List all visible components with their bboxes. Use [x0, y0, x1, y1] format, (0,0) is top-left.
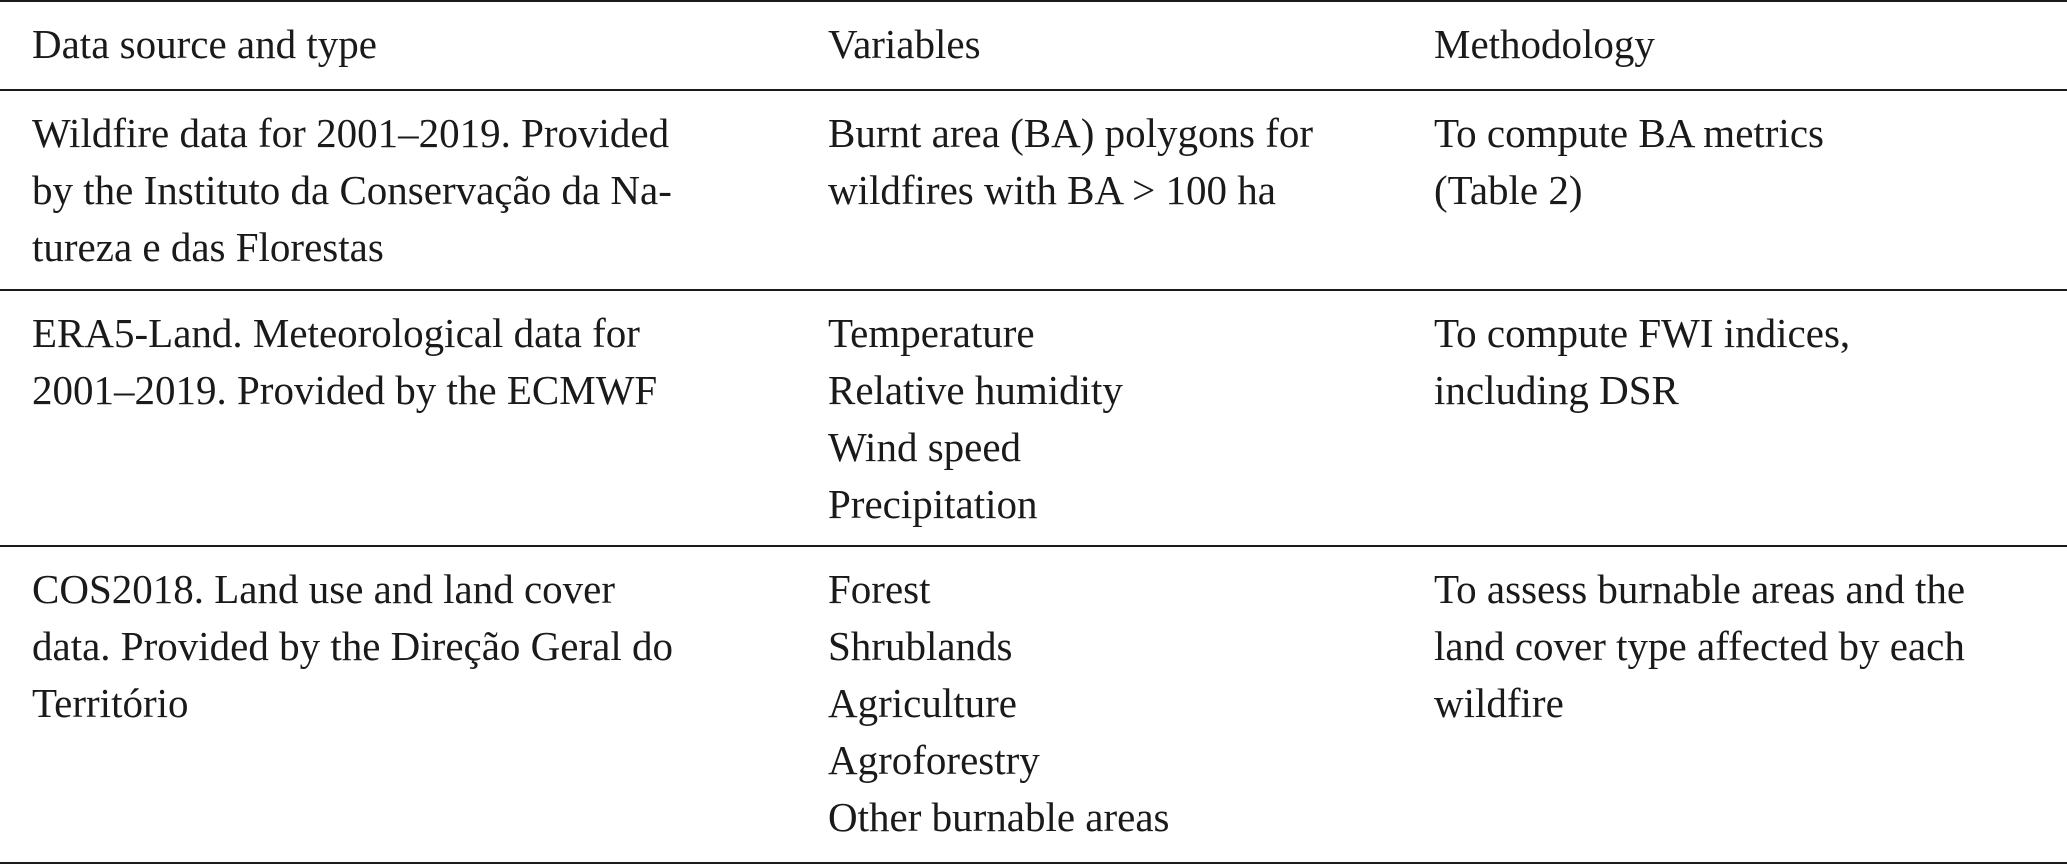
cell-methodology: To assess burnable areas and the land co…: [1402, 546, 2067, 863]
cell-line: Relative humidity: [828, 367, 1123, 413]
cell-line: Precipitation: [828, 481, 1038, 527]
cell-line: wildfires with BA > 100 ha: [828, 167, 1276, 213]
cell-line: To assess burnable areas and the: [1434, 566, 1966, 612]
table-body: Wildfire data for 2001–2019. Provided by…: [0, 90, 2067, 863]
cell-line: Wind speed: [828, 424, 1022, 470]
cell-methodology: To compute FWI indices, including DSR: [1402, 290, 2067, 546]
cell-line: Wildfire data for 2001–2019. Provided: [32, 110, 670, 156]
cell-methodology: To compute BA metrics (Table 2): [1402, 90, 2067, 290]
cell-line: Shrublands: [828, 623, 1013, 669]
header-data-source: Data source and type: [32, 21, 377, 67]
cell-line: To compute FWI indices,: [1434, 310, 1851, 356]
table-row: ERA5-Land. Meteorological data for 2001–…: [0, 290, 2067, 546]
cell-variables: Forest Shrublands Agriculture Agroforest…: [796, 546, 1402, 863]
cell-line: data. Provided by the Direção Geral do: [32, 623, 673, 669]
cell-data-source: COS2018. Land use and land cover data. P…: [0, 546, 796, 863]
cell-line: Forest: [828, 566, 931, 612]
cell-line: Temperature: [828, 310, 1035, 356]
cell-line: (Table 2): [1434, 167, 1583, 213]
cell-line: including DSR: [1434, 367, 1679, 413]
cell-line: Agroforestry: [828, 737, 1040, 783]
header-row: Data source and type Variables Methodolo…: [0, 1, 2067, 90]
table-header: Data source and type Variables Methodolo…: [0, 1, 2067, 90]
cell-line: wildfire: [1434, 680, 1564, 726]
cell-line: 2001–2019. Provided by the ECMWF: [32, 367, 658, 413]
cell-line: by the Instituto da Conservação da Na-: [32, 167, 672, 213]
cell-line: Agriculture: [828, 680, 1017, 726]
header-variables: Variables: [828, 21, 981, 67]
cell-line: ERA5-Land. Meteorological data for: [32, 310, 640, 356]
table-row: Wildfire data for 2001–2019. Provided by…: [0, 90, 2067, 290]
cell-line: Território: [32, 680, 189, 726]
cell-variables: Burnt area (BA) polygons for wildfires w…: [796, 90, 1402, 290]
cell-line: COS2018. Land use and land cover: [32, 566, 615, 612]
header-methodology: Methodology: [1434, 21, 1655, 67]
cell-line: Other burnable areas: [828, 794, 1170, 840]
cell-data-source: Wildfire data for 2001–2019. Provided by…: [0, 90, 796, 290]
cell-line: land cover type affected by each: [1434, 623, 1965, 669]
cell-variables: Temperature Relative humidity Wind speed…: [796, 290, 1402, 546]
table-row: COS2018. Land use and land cover data. P…: [0, 546, 2067, 863]
cell-line: To compute BA metrics: [1434, 110, 1824, 156]
cell-line: Burnt area (BA) polygons for: [828, 110, 1314, 156]
cell-data-source: ERA5-Land. Meteorological data for 2001–…: [0, 290, 796, 546]
cell-line: tureza e das Florestas: [32, 224, 384, 270]
